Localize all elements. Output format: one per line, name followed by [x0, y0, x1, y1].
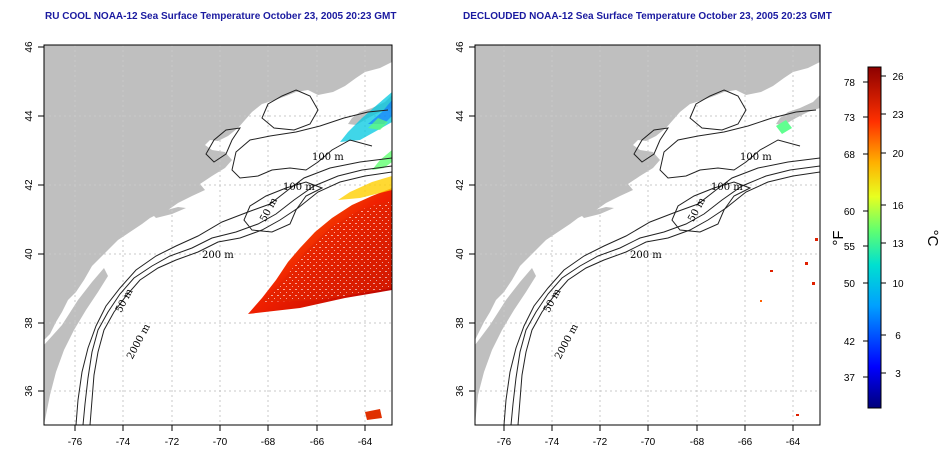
contour-label: 200 m — [202, 250, 234, 261]
left-lat-labels: 46 44 42 40 38 36 — [24, 41, 35, 397]
grid-lines — [475, 45, 820, 425]
grid-lines — [44, 45, 392, 425]
celsius-unit-label: °C — [924, 230, 941, 247]
lon-tick-label: -64 — [786, 437, 801, 448]
lat-tick-label: 40 — [24, 248, 35, 260]
right-lon-axis — [503, 425, 794, 431]
chesapeake-shore — [475, 268, 536, 425]
fahrenheit-unit-label: °F — [830, 230, 847, 245]
color-bar: 78 73 68 60 55 50 42 37 26 23 20 16 13 1… — [830, 66, 941, 409]
lat-tick-label: 44 — [455, 110, 466, 122]
fahrenheit-tick-label: 37 — [844, 373, 856, 384]
lat-tick-label: 46 — [455, 41, 466, 53]
fahrenheit-tick-label: 55 — [844, 242, 856, 253]
lon-tick-label: -66 — [738, 437, 753, 448]
lon-tick-label: -76 — [497, 437, 512, 448]
fahrenheit-tick-label: 60 — [844, 207, 856, 218]
lon-tick-label: -66 — [310, 437, 325, 448]
land-mass — [44, 45, 392, 340]
sst-cool-region — [340, 92, 392, 142]
celsius-labels: 26 23 20 16 13 10 6 3 — [892, 72, 904, 380]
contour-label: 200 m — [630, 250, 662, 261]
sst-warm-region — [248, 150, 392, 314]
celsius-ticks — [881, 75, 886, 374]
right-lon-labels: -76 -74 -72 -70 -68 -66 -64 — [497, 437, 801, 448]
lon-tick-label: -72 — [165, 437, 180, 448]
contour-label: 100 m — [283, 182, 315, 193]
bathymetry-contours — [503, 89, 820, 425]
chesapeake-shore — [44, 268, 108, 425]
celsius-tick-label: 10 — [892, 279, 904, 290]
fahrenheit-tick-label: 50 — [844, 279, 856, 290]
lon-tick-label: -72 — [593, 437, 608, 448]
bathymetry-contours — [75, 89, 392, 425]
lat-tick-label: 46 — [24, 41, 35, 53]
contour-label: 100 m — [740, 152, 772, 163]
lat-tick-label: 44 — [24, 110, 35, 122]
lat-tick-label: 38 — [24, 317, 35, 329]
left-map-panel: 100 m 100 m 50 m 200 m 50 m 2000 m 46 44… — [24, 41, 393, 448]
right-map-title: DECLOUDED NOAA-12 Sea Surface Temperatur… — [463, 11, 832, 22]
celsius-tick-label: 3 — [895, 369, 901, 380]
celsius-tick-label: 16 — [892, 201, 904, 212]
lon-tick-label: -74 — [116, 437, 131, 448]
lon-tick-label: -76 — [68, 437, 83, 448]
lon-tick-label: -68 — [261, 437, 276, 448]
lat-tick-label: 36 — [24, 385, 35, 397]
right-map-panel: 100 m 100 m 50 m 200 m 50 m 2000 m 46 44… — [455, 41, 821, 448]
sst-sparse-pixels — [760, 120, 818, 416]
fahrenheit-labels: 78 73 68 60 55 50 42 37 — [844, 78, 856, 384]
lon-tick-label: -70 — [213, 437, 228, 448]
long-island — [152, 207, 186, 218]
color-bar-gradient — [867, 66, 882, 409]
land-mass — [475, 45, 820, 340]
fahrenheit-ticks — [863, 81, 868, 378]
left-map-frame — [43, 44, 393, 426]
celsius-tick-label: 13 — [892, 239, 904, 250]
celsius-tick-label: 23 — [892, 110, 904, 121]
lon-tick-label: -68 — [690, 437, 705, 448]
lat-tick-label: 38 — [455, 317, 466, 329]
fahrenheit-tick-label: 42 — [844, 337, 856, 348]
fahrenheit-tick-label: 78 — [844, 78, 856, 89]
sst-small-patch — [365, 409, 382, 420]
left-lon-axis — [74, 425, 366, 431]
left-lat-axis — [38, 46, 44, 392]
fahrenheit-tick-label: 73 — [844, 113, 856, 124]
lon-tick-label: -74 — [545, 437, 560, 448]
lat-tick-label: 40 — [455, 248, 466, 260]
left-lon-labels: -76 -74 -72 -70 -68 -66 -64 — [68, 437, 373, 448]
fahrenheit-tick-label: 68 — [844, 150, 856, 161]
lat-tick-label: 42 — [455, 179, 466, 191]
right-lat-labels: 46 44 42 40 38 36 — [455, 41, 466, 397]
lat-tick-label: 36 — [455, 385, 466, 397]
celsius-tick-label: 26 — [892, 72, 904, 83]
nova-scotia — [776, 95, 820, 125]
lon-tick-label: -70 — [641, 437, 656, 448]
lon-tick-label: -64 — [358, 437, 373, 448]
nova-scotia — [348, 95, 392, 125]
celsius-tick-label: 20 — [892, 149, 904, 160]
long-island — [580, 207, 614, 218]
contour-label: 100 m — [312, 152, 344, 163]
contour-label: 100 m — [711, 182, 743, 193]
left-map-title: RU COOL NOAA-12 Sea Surface Temperature … — [45, 11, 397, 22]
right-lat-axis — [469, 46, 475, 392]
lat-tick-label: 42 — [24, 179, 35, 191]
celsius-tick-label: 6 — [895, 331, 901, 342]
